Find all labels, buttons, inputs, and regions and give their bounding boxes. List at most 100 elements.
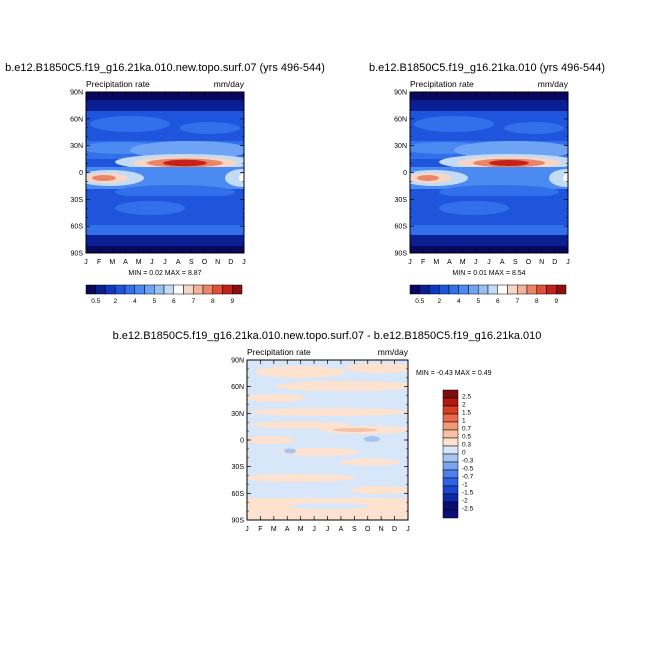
panel-1-min-max: MIN = 0.02 MAX = 8.87 bbox=[128, 270, 201, 277]
colorbar-label: 0.7 bbox=[462, 426, 471, 433]
colorbar-swatch bbox=[442, 421, 459, 431]
panel-1-units: mm/day bbox=[214, 79, 245, 89]
panel-2-heatmap bbox=[410, 92, 568, 253]
panel-2-colorbar: 0.5 2 4 5 6 7 8 9 bbox=[409, 284, 567, 305]
x-tick-label: M bbox=[109, 259, 115, 266]
colorbar-label: 9 bbox=[230, 298, 234, 305]
x-tick-label: F bbox=[421, 259, 425, 266]
colorbar-label: 8 bbox=[535, 298, 539, 305]
x-tick-label: J bbox=[245, 526, 249, 533]
x-tick-label: J bbox=[84, 259, 88, 266]
colorbar-swatch bbox=[458, 284, 469, 295]
colorbar-swatch bbox=[442, 461, 459, 471]
colorbar-label: 0.5 bbox=[415, 298, 424, 305]
colorbar-swatch bbox=[419, 284, 430, 295]
panel-3-heatmap bbox=[247, 360, 408, 520]
colorbar-swatch bbox=[115, 284, 126, 295]
colorbar-swatch bbox=[497, 284, 508, 295]
colorbar-swatch bbox=[526, 284, 537, 295]
colorbar-label: -0.3 bbox=[462, 458, 474, 465]
panel-3-min-max: MIN = -0.43 MAX = 0.49 bbox=[416, 370, 492, 377]
colorbar-swatch bbox=[124, 284, 135, 295]
panel-3: b.e12.B1850C5.f19_g16.21ka.010.new.topo.… bbox=[113, 330, 542, 533]
colorbar-label: 5 bbox=[476, 298, 480, 305]
colorbar-swatch bbox=[442, 429, 459, 439]
x-tick-label: M bbox=[136, 259, 142, 266]
x-tick-label: M bbox=[271, 526, 277, 533]
panel-3-axes: J F M A M J J A S O N D J 90N 60N 30N 0 30S 60S 90S bbox=[231, 358, 410, 534]
colorbar-label: -0.7 bbox=[462, 474, 474, 481]
x-tick-label: A bbox=[123, 259, 128, 266]
colorbar-swatch bbox=[442, 453, 459, 463]
x-tick-label: M bbox=[460, 259, 466, 266]
colorbar-swatch bbox=[212, 284, 223, 295]
colorbar-label: 0.3 bbox=[462, 442, 471, 449]
colorbar-label: 4 bbox=[133, 298, 137, 305]
colorbar-swatch bbox=[442, 437, 459, 447]
colorbar-swatch bbox=[134, 284, 145, 295]
panel-2-left-label: Precipitation rate bbox=[410, 79, 474, 89]
colorbar-swatch bbox=[95, 284, 106, 295]
y-tick-label: 0 bbox=[79, 170, 83, 177]
y-tick-label: 0 bbox=[240, 438, 244, 445]
x-tick-label: J bbox=[163, 259, 167, 266]
x-tick-label: J bbox=[326, 526, 330, 533]
colorbar-label: -2.5 bbox=[462, 506, 474, 513]
colorbar-swatch bbox=[439, 284, 450, 295]
y-tick-label: 0 bbox=[403, 170, 407, 177]
panel-1-heatmap bbox=[86, 92, 244, 253]
colorbar-swatch bbox=[487, 284, 498, 295]
colorbar-label: -2 bbox=[462, 498, 468, 505]
y-tick-label: 90S bbox=[71, 251, 84, 258]
x-tick-label: J bbox=[474, 259, 478, 266]
y-tick-label: 90N bbox=[70, 90, 83, 97]
y-tick-label: 60N bbox=[231, 384, 244, 391]
y-tick-label: 90N bbox=[394, 90, 407, 97]
x-tick-label: J bbox=[406, 526, 410, 533]
colorbar-swatch bbox=[442, 445, 459, 455]
colorbar-swatch bbox=[442, 509, 459, 519]
colorbar-label: 5 bbox=[152, 298, 156, 305]
y-tick-label: 90S bbox=[232, 518, 245, 525]
panel-2-title: b.e12.B1850C5.f19_g16.21ka.010 (yrs 496-… bbox=[369, 62, 605, 74]
x-tick-label: J bbox=[487, 259, 491, 266]
x-tick-label: J bbox=[150, 259, 154, 266]
colorbar-label: -0.5 bbox=[462, 466, 474, 473]
x-tick-label: J bbox=[408, 259, 412, 266]
y-tick-label: 30N bbox=[70, 143, 83, 150]
colorbar-swatch bbox=[546, 284, 557, 295]
colorbar-label: 0.5 bbox=[91, 298, 100, 305]
y-tick-label: 60S bbox=[395, 224, 408, 231]
colorbar-swatch bbox=[232, 284, 243, 295]
x-tick-label: A bbox=[176, 259, 181, 266]
x-tick-label: O bbox=[202, 259, 208, 266]
y-tick-label: 30N bbox=[231, 411, 244, 418]
colorbar-label: -1.5 bbox=[462, 490, 474, 497]
panel-1-title: b.e12.B1850C5.f19_g16.21ka.010.new.topo.… bbox=[5, 62, 325, 74]
y-tick-label: 60S bbox=[71, 224, 84, 231]
x-tick-label: M bbox=[298, 526, 304, 533]
colorbar-swatch bbox=[517, 284, 528, 295]
colorbar-swatch bbox=[144, 284, 155, 295]
colorbar-label: 7 bbox=[515, 298, 519, 305]
colorbar-label: 6 bbox=[496, 298, 500, 305]
colorbar-swatch bbox=[442, 477, 459, 487]
colorbar-label: 1.5 bbox=[462, 410, 471, 417]
colorbar-label: 2 bbox=[462, 402, 466, 409]
x-tick-label: J bbox=[566, 259, 570, 266]
y-tick-label: 60N bbox=[70, 116, 83, 123]
x-tick-label: N bbox=[215, 259, 220, 266]
colorbar-label: 1 bbox=[462, 418, 466, 425]
colorbar-label: 4 bbox=[457, 298, 461, 305]
panel-2-axes: J F M A M J J A S O N D J 90N 60N 30N 0 30S 60S 90S bbox=[394, 90, 570, 267]
colorbar-swatch bbox=[163, 284, 174, 295]
colorbar-swatch bbox=[85, 284, 96, 295]
colorbar-swatch bbox=[442, 413, 459, 423]
panel-2-units: mm/day bbox=[538, 79, 569, 89]
colorbar-label: -1 bbox=[462, 482, 468, 489]
x-tick-label: J bbox=[242, 259, 246, 266]
panel-2: b.e12.B1850C5.f19_g16.21ka.010 (yrs 496-… bbox=[369, 62, 605, 305]
y-tick-label: 60N bbox=[394, 116, 407, 123]
panel-1: b.e12.B1850C5.f19_g16.21ka.010.new.topo.… bbox=[5, 62, 325, 305]
